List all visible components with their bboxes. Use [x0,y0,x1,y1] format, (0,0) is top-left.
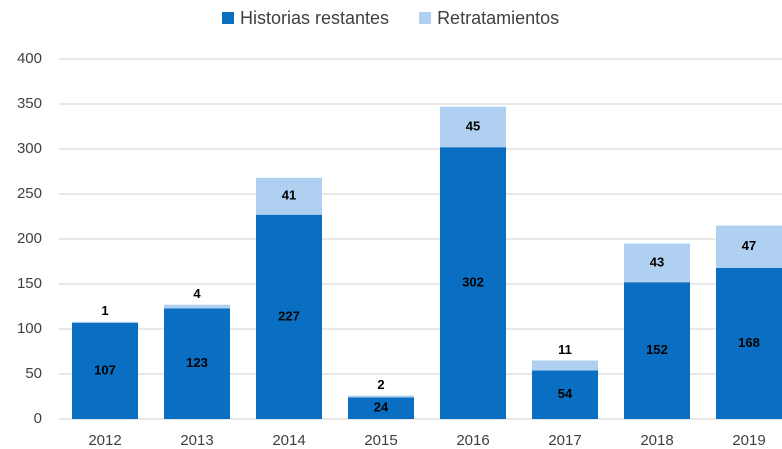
legend-swatch [419,12,432,24]
bar-segment [532,360,598,371]
bar-segment [716,225,782,268]
x-tick-label: 2013 [180,432,213,449]
bar-segment [624,243,690,283]
data-label: 227 [278,308,300,323]
data-label: 4 [193,286,201,301]
bar-segment [440,147,506,419]
data-label: 43 [650,254,664,269]
data-label: 54 [558,386,573,401]
data-label: 24 [374,400,389,415]
x-tick-label: 2016 [456,432,489,449]
bar-segment [348,397,414,419]
y-tick-label: 200 [17,230,42,247]
bar-segment [256,214,322,419]
data-label: 11 [558,342,572,357]
x-tick-label: 2014 [272,432,305,449]
y-tick-label: 250 [17,185,42,202]
bar-segment [716,267,782,419]
data-label: 47 [742,238,756,253]
y-tick-label: 100 [17,320,42,337]
legend-swatch [222,12,234,24]
legend-label: Historias restantes [240,8,389,28]
y-tick-label: 300 [17,140,42,157]
y-tick-label: 150 [17,275,42,292]
data-label: 1 [101,303,108,318]
x-tick-label: 2019 [732,432,765,449]
bar-segment [440,106,506,148]
x-tick-label: 2012 [88,432,121,449]
y-tick-label: 350 [17,95,42,112]
bar-segment [256,177,322,215]
bar-segment [164,304,230,309]
data-label: 302 [462,275,484,290]
x-tick-label: 2017 [548,432,581,449]
bar-segment [624,282,690,419]
data-label: 168 [738,335,760,350]
y-tick-label: 50 [25,365,42,382]
bar-segment [532,370,598,419]
data-label: 2 [377,377,384,392]
bar-segment [348,395,414,398]
legend-label: Retratamientos [437,8,559,28]
x-tick-label: 2015 [364,432,397,449]
bar-segment [72,321,138,323]
bar-segment [164,308,230,419]
x-tick-label: 2018 [640,432,673,449]
data-label: 152 [646,342,668,357]
data-label: 45 [466,118,480,133]
data-label: 41 [282,188,296,203]
data-label: 123 [186,355,208,370]
data-label: 107 [94,362,116,377]
bar-segment [72,322,138,419]
y-tick-label: 400 [17,50,42,67]
y-tick-label: 0 [34,410,42,427]
